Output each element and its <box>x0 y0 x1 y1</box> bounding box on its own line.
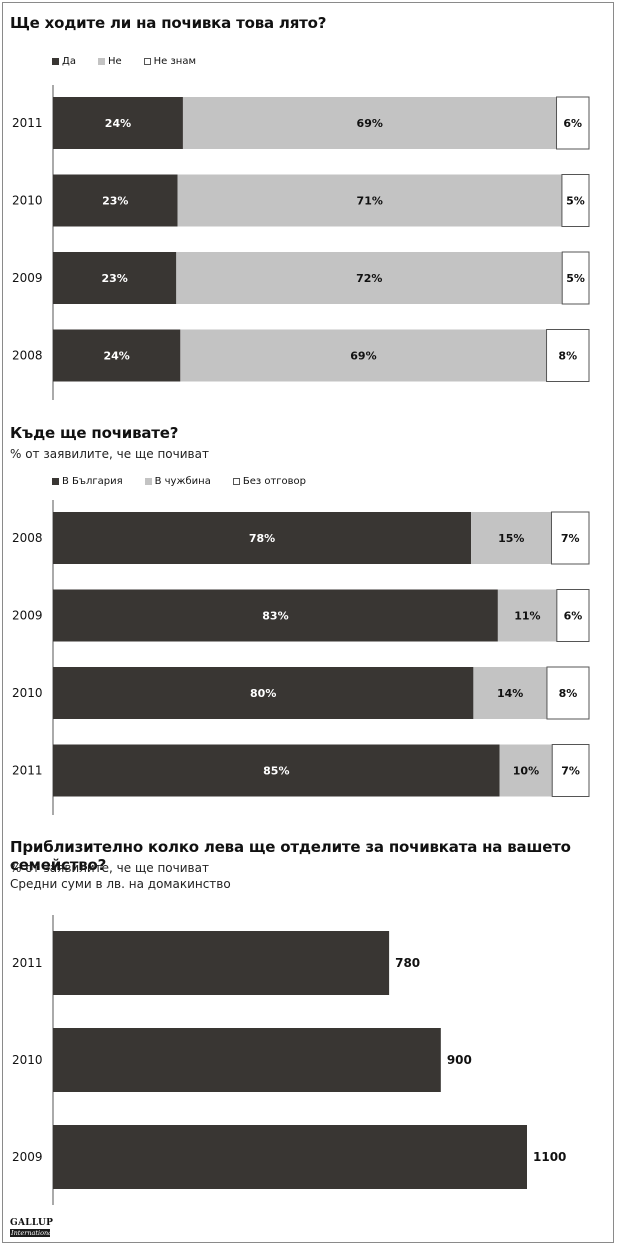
category-label: 2010 <box>12 686 43 700</box>
bar-segment <box>561 174 590 227</box>
legend-item: В чужбина <box>144 476 211 487</box>
category-label: 2008 <box>12 531 43 545</box>
data-label: 5% <box>566 272 585 285</box>
chart2-title: Къде ще почивате? <box>10 424 179 442</box>
data-label: 69% <box>350 350 376 363</box>
legend-label: Да <box>62 56 76 67</box>
bar-segment <box>546 666 590 720</box>
category-label: 2009 <box>12 609 43 623</box>
bar-segment <box>176 252 563 304</box>
bar-segment <box>499 744 553 797</box>
legend-item: Да <box>52 56 76 67</box>
data-label: 23% <box>101 272 127 285</box>
legend-item: Не <box>97 56 122 67</box>
legend-label: Не <box>107 56 122 67</box>
legend-label: В чужбина <box>154 476 211 487</box>
category-label: 2009 <box>12 1150 43 1164</box>
legend-label: Не знам <box>153 56 197 67</box>
bar-segment <box>53 252 177 304</box>
category-label: 2009 <box>12 271 43 285</box>
bar-segment <box>546 329 590 382</box>
legend-swatch <box>52 58 59 65</box>
bar-segment <box>53 744 500 797</box>
category-label: 2010 <box>12 194 43 208</box>
data-label: 85% <box>263 765 289 778</box>
bar-segment <box>53 512 472 564</box>
logo-top-text: GALLUP <box>10 1218 54 1228</box>
data-label: 80% <box>250 687 276 700</box>
chart1-title: Ще ходите ли на почивка това лято? <box>10 14 327 32</box>
bar <box>53 931 390 995</box>
gallup-logo: GALLUP International <box>10 1218 55 1237</box>
chart1-plot: 2011 24% 69% 6% 2010 23% 71% 5% 2009 23% 72% 5% 2008… <box>12 85 590 400</box>
legend-label: В България <box>62 476 123 487</box>
category-label: 2008 <box>12 349 43 363</box>
legend-swatch <box>144 478 152 485</box>
data-label: 6% <box>564 610 583 623</box>
legend-swatch <box>97 58 105 65</box>
bar-segment <box>497 589 557 642</box>
data-label: 780 <box>395 956 420 970</box>
data-label: 72% <box>356 272 382 285</box>
chart2-subtitle: % от заявилите, че ще почиват <box>10 447 209 461</box>
bar-segment <box>182 97 557 149</box>
category-label: 2011 <box>12 764 43 778</box>
bar-segment <box>550 511 590 565</box>
bar <box>53 1125 527 1189</box>
data-label: 8% <box>559 687 578 700</box>
legend-swatch <box>232 478 240 485</box>
data-label: 78% <box>249 532 275 545</box>
data-label: 24% <box>105 117 131 130</box>
bar-segment <box>551 744 590 797</box>
data-label: 14% <box>497 687 523 700</box>
legend-swatch <box>52 478 59 485</box>
logo-bottom-text: International <box>10 1229 55 1237</box>
legend-item: Не знам <box>143 56 197 67</box>
bar-segment <box>53 174 178 227</box>
category-label: 2010 <box>12 1053 43 1067</box>
data-label: 1100 <box>533 1150 566 1164</box>
bar-segment <box>53 97 183 149</box>
bar-segment <box>473 667 547 719</box>
category-label: 2011 <box>12 956 43 970</box>
data-label: 24% <box>104 350 130 363</box>
bar <box>53 1028 441 1092</box>
chart3-subtitle: % от заявилите, че ще почиват <box>10 861 209 875</box>
bar-segment <box>53 329 181 382</box>
data-label: 23% <box>102 195 128 208</box>
data-label: 5% <box>566 195 585 208</box>
bar-segment <box>177 174 562 227</box>
bar-segment <box>471 512 552 564</box>
chart2-legend: В България В чужбина Без отговор <box>52 476 328 487</box>
chart2-plot: 2008 78% 15% 7% 2009 83% 11% 6% 2010 80% 14% 8% 2011… <box>12 500 590 815</box>
data-label: 10% <box>513 765 539 778</box>
data-label: 900 <box>447 1053 472 1067</box>
data-label: 71% <box>357 195 383 208</box>
data-label: 11% <box>514 610 540 623</box>
chart1-legend: Да Не Не знам <box>52 56 218 67</box>
bar-segment <box>556 96 590 150</box>
data-label: 69% <box>357 117 383 130</box>
data-label: 6% <box>563 117 582 130</box>
bar-segment <box>53 667 474 719</box>
data-label: 83% <box>262 610 288 623</box>
bar-segment <box>556 589 590 642</box>
legend-label: Без отговор <box>242 476 307 487</box>
chart3-subtitle2: Средни суми в лв. на домакинство <box>10 877 231 891</box>
data-label: 8% <box>558 350 577 363</box>
data-label: 7% <box>561 532 580 545</box>
chart3-plot: 2011 780 2010 900 2009 1100 <box>12 915 566 1205</box>
data-label: 7% <box>561 765 580 778</box>
bar-segment <box>180 329 547 382</box>
category-label: 2011 <box>12 116 43 130</box>
data-label: 15% <box>498 532 524 545</box>
bar-segment <box>53 589 498 642</box>
legend-item: В България <box>52 476 123 487</box>
legend-item: Без отговор <box>232 476 307 487</box>
legend-swatch <box>143 58 151 65</box>
chart3-title: Приблизително колко лева ще отделите за … <box>10 838 571 874</box>
bar-segment <box>561 251 590 305</box>
